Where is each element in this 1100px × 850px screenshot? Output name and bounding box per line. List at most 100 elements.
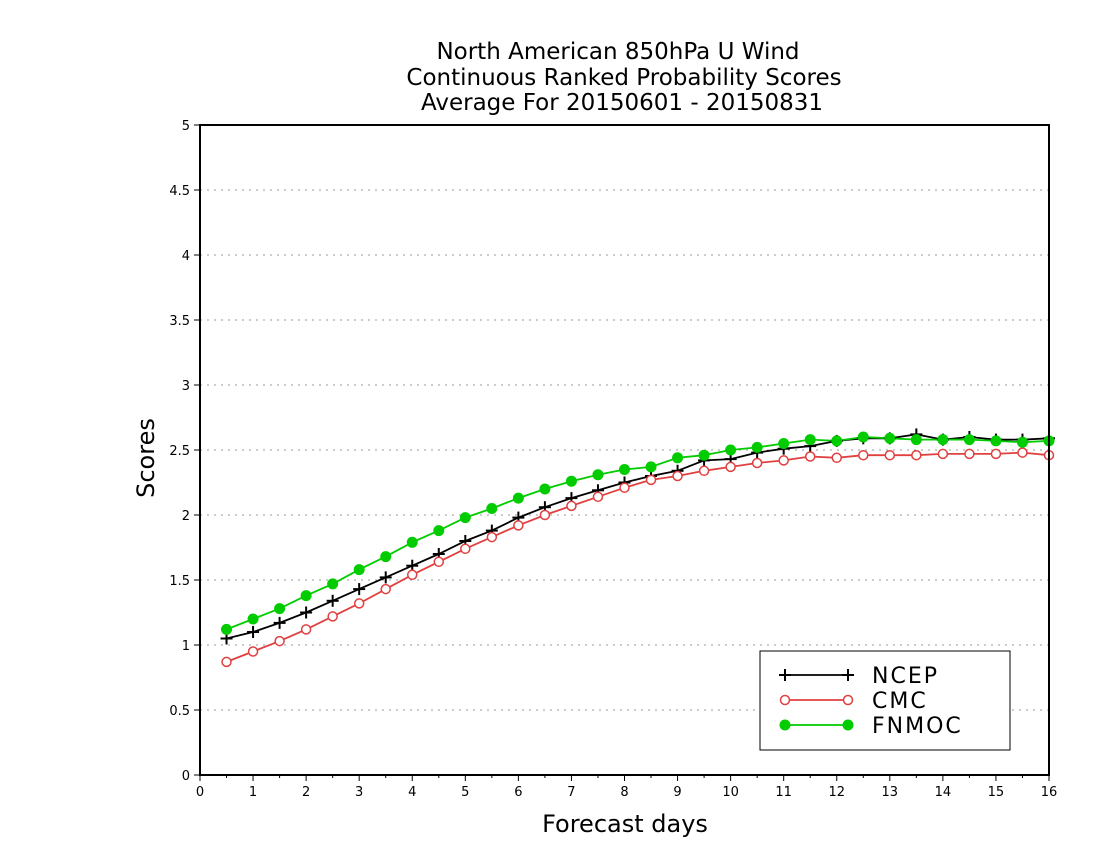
x-tick-label: 1 [249, 785, 257, 800]
data-point-cmc [460, 543, 471, 555]
data-point-fnmoc [619, 464, 630, 475]
data-point-cmc [274, 635, 285, 647]
y-tick-label: 1.5 [169, 574, 190, 589]
data-point-ncep [326, 594, 339, 607]
title-line-3: Average For 20150601 - 20150831 [421, 90, 823, 116]
x-tick-label: 7 [567, 785, 575, 800]
legend-marker-ncep [779, 669, 791, 681]
data-point-fnmoc [486, 503, 498, 514]
y-axis-label: Scores [132, 418, 160, 498]
data-point-fnmoc [1016, 436, 1028, 448]
legend-label-cmc: CMC [872, 689, 928, 714]
series-line-cmc [226, 451, 1050, 663]
legend-marker-fnmoc [779, 719, 791, 731]
data-point-cmc [300, 624, 312, 635]
title-line-2: Continuous Ranked Probability Scores [406, 65, 841, 91]
legend-marker-cmc [779, 694, 791, 706]
legend-label-fnmoc: FNMOC [872, 714, 963, 739]
x-tick-label: 8 [620, 785, 628, 800]
data-point-fnmoc [247, 613, 259, 625]
data-point-fnmoc [725, 444, 737, 456]
x-tick-label: 14 [935, 785, 952, 800]
data-point-ncep [247, 626, 260, 638]
data-point-fnmoc [910, 434, 922, 446]
data-point-cmc [964, 448, 975, 460]
y-tick-label: 3.5 [169, 314, 190, 329]
data-point-cmc [751, 457, 763, 469]
data-point-fnmoc [937, 434, 949, 446]
y-tick-label: 3 [182, 379, 190, 394]
data-point-cmc [380, 583, 391, 595]
data-point-ncep [300, 606, 313, 619]
data-point-cmc [858, 449, 869, 461]
data-point-fnmoc [221, 623, 233, 635]
data-point-cmc [672, 470, 683, 482]
data-point-cmc [566, 500, 577, 512]
data-point-ncep [353, 583, 366, 596]
data-point-cmc [221, 656, 232, 668]
data-point-fnmoc [406, 536, 418, 548]
legend-marker-ncep [842, 669, 854, 681]
legend-label-ncep: NCEP [872, 664, 939, 689]
data-point-fnmoc [300, 590, 312, 602]
x-tick-label: 6 [514, 785, 522, 800]
data-point-fnmoc [459, 512, 471, 524]
data-point-fnmoc [353, 564, 365, 576]
data-point-fnmoc [380, 551, 392, 563]
data-point-fnmoc [857, 431, 869, 443]
x-tick-label: 4 [408, 785, 416, 800]
data-point-fnmoc [963, 434, 975, 446]
y-tick-label: 4.5 [169, 184, 190, 199]
data-point-fnmoc [645, 461, 657, 473]
data-point-cmc [592, 491, 604, 503]
data-point-cmc [1017, 447, 1028, 458]
x-tick-label: 12 [828, 785, 845, 800]
data-point-fnmoc [433, 525, 445, 537]
data-point-cmc [619, 482, 630, 493]
series-line-fnmoc [226, 436, 1050, 631]
data-point-cmc [539, 509, 551, 521]
data-point-cmc [247, 646, 259, 657]
x-tick-label: 2 [302, 785, 310, 800]
x-tick-label: 11 [775, 785, 792, 800]
gridlines [200, 189, 1049, 711]
data-point-cmc [407, 569, 418, 581]
data-point-cmc [353, 598, 365, 609]
series-lines [226, 433, 1050, 663]
x-tick-label: 16 [1041, 785, 1058, 800]
x-tick-label: 0 [196, 785, 204, 800]
x-axis: 0 1 2 3 4 5 6 7 8 9 10 11 12 13 14 15 16 [196, 775, 1057, 800]
series-markers [220, 428, 1055, 668]
data-point-cmc [990, 448, 1002, 460]
data-point-cmc [645, 474, 657, 486]
data-point-fnmoc [274, 603, 286, 615]
data-point-fnmoc [512, 492, 524, 504]
data-point-cmc [698, 465, 710, 477]
data-point-cmc [831, 452, 842, 464]
x-tick-label: 10 [722, 785, 739, 800]
data-point-cmc [804, 451, 816, 462]
data-point-fnmoc [698, 449, 710, 461]
y-tick-label: 5 [182, 119, 190, 134]
data-point-cmc [725, 461, 736, 473]
legend-marker-fnmoc [842, 719, 854, 731]
data-point-fnmoc [751, 441, 763, 453]
data-point-fnmoc [831, 435, 843, 447]
y-tick-label: 0.5 [169, 704, 190, 719]
x-tick-label: 15 [988, 785, 1005, 800]
data-point-cmc [884, 449, 896, 461]
data-point-ncep [379, 571, 392, 584]
data-point-fnmoc [672, 452, 684, 464]
x-tick-label: 9 [673, 785, 681, 800]
data-point-fnmoc [804, 434, 816, 446]
y-tick-label: 0 [182, 769, 190, 784]
data-point-fnmoc [327, 578, 339, 590]
x-axis-label: Forecast days [542, 810, 708, 838]
title-line-1: North American 850hPa U Wind [436, 39, 799, 65]
data-point-cmc [513, 520, 524, 531]
data-point-cmc [327, 611, 338, 622]
data-point-cmc [433, 556, 445, 568]
y-tick-label: 1 [182, 639, 190, 654]
